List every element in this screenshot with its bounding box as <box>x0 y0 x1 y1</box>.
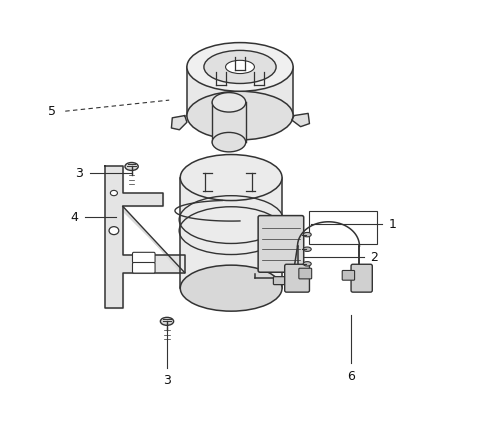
FancyBboxPatch shape <box>132 252 155 263</box>
FancyBboxPatch shape <box>299 268 312 279</box>
Polygon shape <box>171 116 187 130</box>
Ellipse shape <box>125 163 138 171</box>
Text: 1: 1 <box>388 217 396 231</box>
Polygon shape <box>105 167 185 308</box>
Text: 4: 4 <box>71 211 79 224</box>
Text: 5: 5 <box>48 105 56 118</box>
Ellipse shape <box>180 155 282 201</box>
FancyBboxPatch shape <box>180 177 282 288</box>
Ellipse shape <box>180 265 282 311</box>
Ellipse shape <box>160 317 174 325</box>
Ellipse shape <box>303 247 311 251</box>
FancyBboxPatch shape <box>187 67 293 116</box>
Ellipse shape <box>109 227 119 235</box>
Ellipse shape <box>212 133 246 152</box>
Ellipse shape <box>187 91 293 140</box>
Polygon shape <box>292 113 310 127</box>
Text: 3: 3 <box>75 167 83 180</box>
Ellipse shape <box>204 50 276 83</box>
Ellipse shape <box>303 233 311 237</box>
FancyBboxPatch shape <box>212 102 246 142</box>
FancyBboxPatch shape <box>132 263 155 273</box>
Ellipse shape <box>212 93 246 112</box>
FancyBboxPatch shape <box>274 277 288 284</box>
FancyBboxPatch shape <box>342 271 355 280</box>
Ellipse shape <box>226 60 254 73</box>
Ellipse shape <box>187 43 293 91</box>
Ellipse shape <box>303 262 311 266</box>
Polygon shape <box>123 206 187 279</box>
FancyBboxPatch shape <box>285 264 310 292</box>
Text: 3: 3 <box>163 375 171 388</box>
FancyBboxPatch shape <box>351 264 372 292</box>
Text: 2: 2 <box>371 251 378 264</box>
Ellipse shape <box>110 190 118 196</box>
Text: 6: 6 <box>347 370 355 383</box>
FancyBboxPatch shape <box>258 215 304 272</box>
